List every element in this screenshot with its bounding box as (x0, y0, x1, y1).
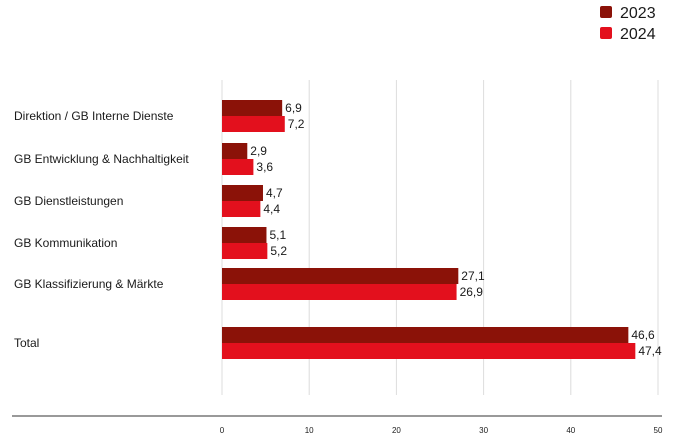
bar (222, 201, 261, 217)
category-label: Direktion / GB Interne Dienste (14, 109, 174, 123)
bar (222, 343, 636, 359)
bar (222, 327, 629, 343)
category-label: GB Klassifizierung & Märkte (14, 277, 164, 291)
bar (222, 268, 459, 284)
data-label: 47,4 (638, 344, 662, 358)
labels: 0 10 20 30 40 50 Direktion / GB Interne Dienst… (14, 101, 663, 435)
data-label: 5,1 (269, 228, 286, 242)
legend-label: 2024 (620, 26, 656, 43)
data-label: 4,4 (263, 202, 280, 216)
legend: 2023 2024 (600, 5, 656, 43)
data-label: 7,2 (288, 117, 305, 131)
x-tick-label: 40 (566, 426, 575, 435)
data-label: 4,7 (266, 186, 283, 200)
bar (222, 227, 267, 243)
data-label: 5,2 (270, 244, 287, 258)
data-label: 6,9 (285, 101, 302, 115)
data-label: 26,9 (460, 285, 484, 299)
x-tick-label: 30 (479, 426, 488, 435)
bar (222, 116, 285, 132)
bar (222, 143, 248, 159)
bar (222, 185, 263, 201)
category-label: GB Dienstleistungen (14, 194, 123, 208)
category-label: Total (14, 336, 39, 350)
x-tick-label: 50 (654, 426, 663, 435)
data-label: 27,1 (461, 269, 485, 283)
bar (222, 159, 254, 175)
x-tick-label: 10 (305, 426, 314, 435)
data-label: 2,9 (250, 144, 267, 158)
bar (222, 100, 283, 116)
legend-swatch (600, 27, 612, 39)
x-tick-label: 0 (220, 426, 225, 435)
legend-swatch (600, 6, 612, 18)
bars (222, 100, 636, 359)
legend-label: 2023 (620, 5, 656, 22)
data-label: 3,6 (256, 160, 273, 174)
data-label: 46,6 (631, 328, 655, 342)
category-label: GB Kommunikation (14, 236, 117, 250)
x-tick-label: 20 (392, 426, 401, 435)
bar (222, 284, 457, 300)
category-label: GB Entwicklung & Nachhaltigkeit (14, 152, 189, 166)
bar (222, 243, 268, 259)
